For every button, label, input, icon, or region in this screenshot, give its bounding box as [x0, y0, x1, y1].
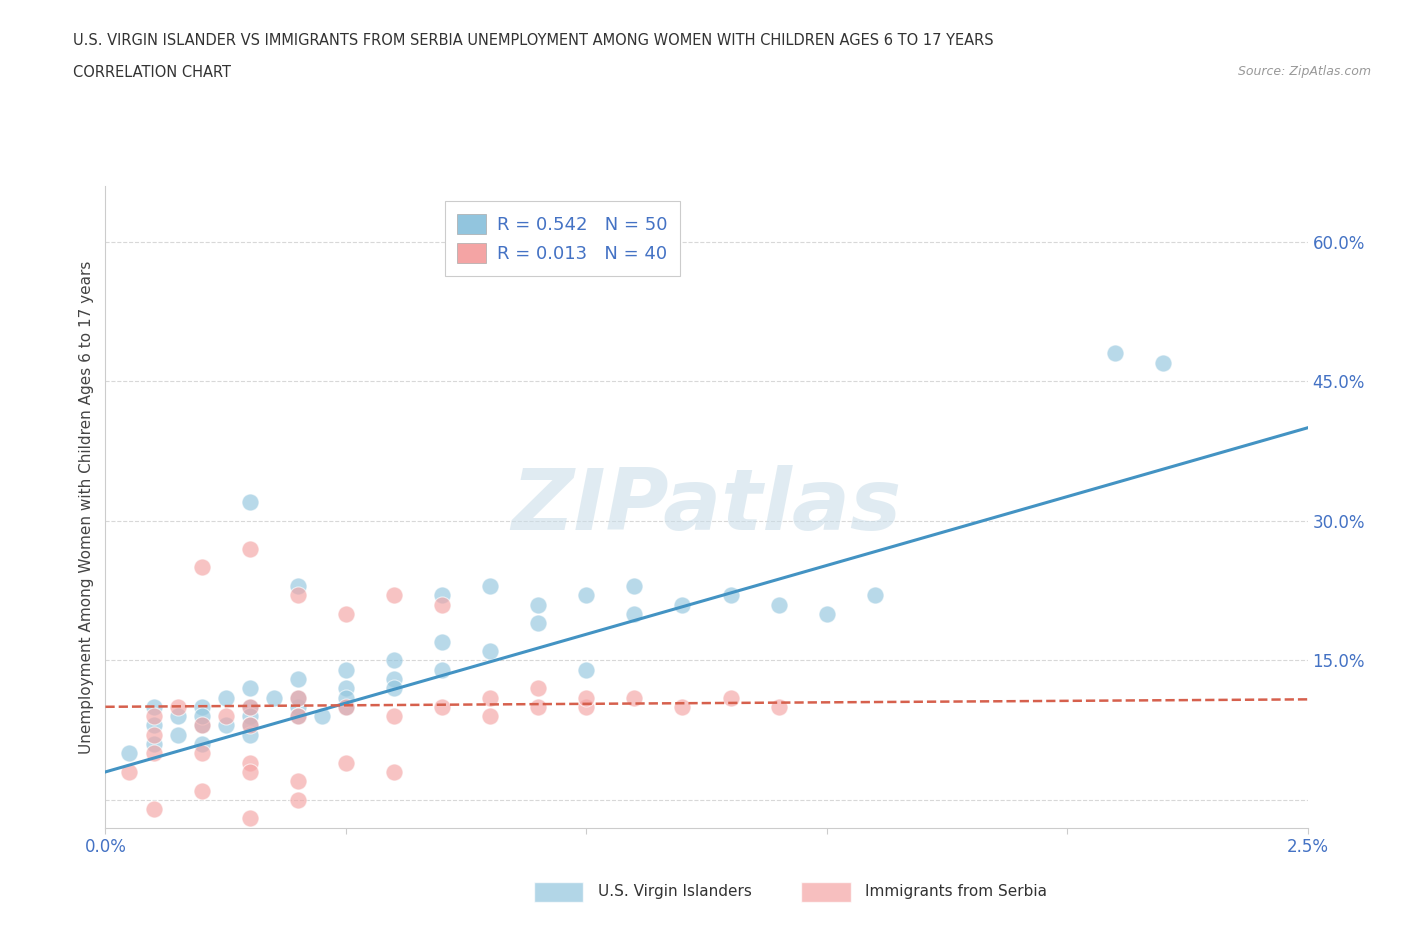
Point	[527, 597, 550, 612]
Point	[190, 718, 212, 733]
Point	[479, 709, 502, 724]
Point	[527, 699, 550, 714]
Point	[142, 737, 165, 751]
Point	[479, 578, 502, 593]
Point	[142, 746, 165, 761]
Point	[118, 764, 141, 779]
Point	[239, 681, 262, 696]
Point	[287, 699, 309, 714]
Point	[239, 699, 262, 714]
Point	[166, 699, 188, 714]
Point	[190, 746, 212, 761]
Point	[239, 718, 262, 733]
Point	[430, 634, 453, 649]
Point	[239, 718, 262, 733]
Point	[239, 764, 262, 779]
Text: CORRELATION CHART: CORRELATION CHART	[73, 65, 231, 80]
Point	[239, 727, 262, 742]
Point	[623, 606, 645, 621]
Legend: R = 0.542   N = 50, R = 0.013   N = 40: R = 0.542 N = 50, R = 0.013 N = 40	[444, 202, 681, 275]
Text: ZIPatlas: ZIPatlas	[512, 465, 901, 549]
Point	[430, 699, 453, 714]
Point	[382, 588, 405, 603]
Point	[214, 709, 236, 724]
Point	[142, 802, 165, 817]
Point	[720, 690, 742, 705]
Point	[671, 597, 693, 612]
Point	[214, 718, 236, 733]
Point	[287, 578, 309, 593]
Point	[623, 690, 645, 705]
Point	[335, 681, 357, 696]
Point	[190, 560, 212, 575]
Point	[239, 755, 262, 770]
Point	[527, 616, 550, 631]
Point	[287, 588, 309, 603]
Point	[287, 792, 309, 807]
Point	[720, 588, 742, 603]
Text: Source: ZipAtlas.com: Source: ZipAtlas.com	[1237, 65, 1371, 78]
Point	[190, 737, 212, 751]
Point	[287, 709, 309, 724]
Point	[239, 699, 262, 714]
Point	[190, 783, 212, 798]
Point	[287, 690, 309, 705]
Point	[382, 764, 405, 779]
Point	[863, 588, 886, 603]
Point	[430, 662, 453, 677]
Point	[166, 709, 188, 724]
Point	[142, 727, 165, 742]
Point	[287, 690, 309, 705]
Point	[335, 755, 357, 770]
Point	[142, 718, 165, 733]
Point	[1152, 355, 1174, 370]
Point	[190, 699, 212, 714]
Point	[239, 495, 262, 510]
Point	[1104, 346, 1126, 361]
Point	[382, 709, 405, 724]
Point	[335, 606, 357, 621]
Point	[623, 578, 645, 593]
Point	[239, 709, 262, 724]
Point	[335, 699, 357, 714]
Point	[575, 690, 598, 705]
Point	[382, 681, 405, 696]
Point	[142, 699, 165, 714]
Point	[287, 671, 309, 686]
Point	[287, 709, 309, 724]
Point	[382, 671, 405, 686]
Point	[142, 709, 165, 724]
Point	[815, 606, 838, 621]
Text: Immigrants from Serbia: Immigrants from Serbia	[865, 884, 1046, 899]
Text: U.S. VIRGIN ISLANDER VS IMMIGRANTS FROM SERBIA UNEMPLOYMENT AMONG WOMEN WITH CHI: U.S. VIRGIN ISLANDER VS IMMIGRANTS FROM …	[73, 33, 994, 47]
Point	[575, 588, 598, 603]
Text: U.S. Virgin Islanders: U.S. Virgin Islanders	[598, 884, 751, 899]
Point	[575, 699, 598, 714]
Point	[768, 597, 790, 612]
Point	[335, 662, 357, 677]
Point	[479, 690, 502, 705]
Point	[263, 690, 285, 705]
Point	[166, 727, 188, 742]
Point	[382, 653, 405, 668]
Y-axis label: Unemployment Among Women with Children Ages 6 to 17 years: Unemployment Among Women with Children A…	[79, 260, 94, 753]
Point	[527, 681, 550, 696]
Point	[575, 662, 598, 677]
Point	[671, 699, 693, 714]
Point	[214, 690, 236, 705]
Point	[430, 588, 453, 603]
Point	[479, 644, 502, 658]
Point	[311, 709, 333, 724]
Point	[118, 746, 141, 761]
Point	[239, 541, 262, 556]
Point	[239, 811, 262, 826]
Point	[768, 699, 790, 714]
Point	[190, 718, 212, 733]
Point	[190, 709, 212, 724]
Point	[430, 597, 453, 612]
Point	[335, 690, 357, 705]
Point	[287, 774, 309, 789]
Point	[335, 699, 357, 714]
